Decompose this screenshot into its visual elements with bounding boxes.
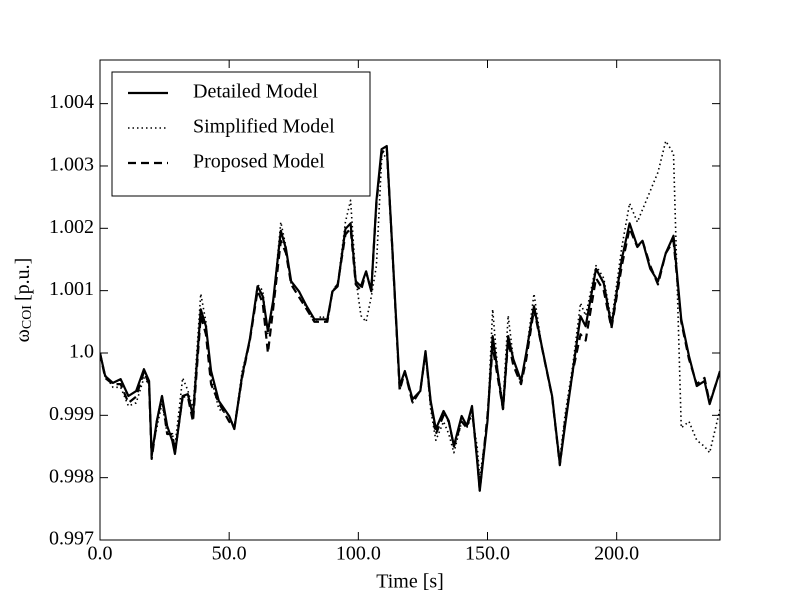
legend-label: Detailed Model [193,81,318,103]
y-tick-label: 1.003 [49,154,94,176]
y-tick-label: 0.999 [49,403,94,425]
x-tick-label: 50.0 [212,543,247,565]
x-tick-label: 200.0 [594,543,639,565]
legend-box [111,71,371,197]
y-label-symbol: ω [12,329,34,342]
y-tick-label: 1.0 [69,341,94,363]
x-axis-label: Time [s] [376,571,444,593]
x-tick-label: 150.0 [465,543,510,565]
x-tick-label: 100.0 [336,543,381,565]
x-tick-label: 0.0 [88,543,113,565]
y-tick-label: 1.004 [49,91,94,113]
y-tick-label: 0.997 [49,528,94,550]
y-tick-label: 1.002 [49,216,94,238]
y-tick-label: 0.998 [49,465,94,487]
series-line [100,140,720,479]
y-label-unit: [p.u.] [12,258,34,301]
legend-label: Proposed Model [193,151,325,173]
plot-frame [99,59,721,541]
y-tick-label: 1.001 [49,278,94,300]
series-line [100,146,720,492]
y-label-subscript: COI [20,305,35,329]
legend-label: Simplified Model [193,116,335,138]
y-axis-label: ωCOI [p.u.] [12,258,36,343]
